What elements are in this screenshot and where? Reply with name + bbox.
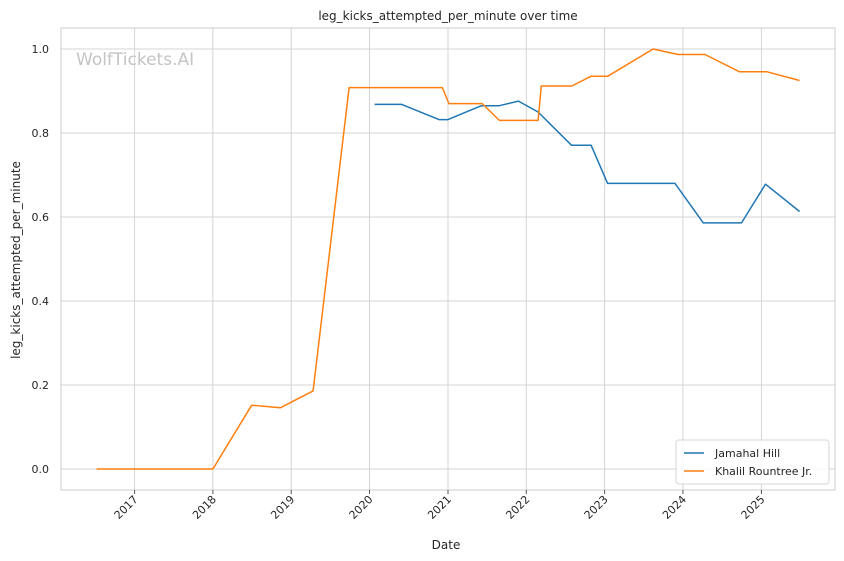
y-tick-label: 0.2 — [32, 379, 50, 392]
y-tick-label: 1.0 — [32, 43, 50, 56]
y-tick-label: 0.8 — [32, 127, 50, 140]
y-tick-label: 0.0 — [32, 463, 50, 476]
watermark: WolfTickets.AI — [76, 50, 194, 70]
legend-label-1: Khalil Rountree Jr. — [715, 465, 812, 478]
grid — [61, 28, 835, 490]
y-axis-label: leg_kicks_attempted_per_minute — [9, 161, 23, 359]
y-tick-label: 0.4 — [32, 295, 50, 308]
series-line-1 — [96, 48, 800, 470]
y-axis-ticks: 0.0 0.2 0.4 0.6 0.8 1.0 — [32, 43, 50, 476]
legend-label-0: Jamahal Hill — [714, 447, 780, 460]
y-tick-label: 0.6 — [32, 211, 50, 224]
x-axis-label: Date — [432, 538, 461, 552]
legend-box — [675, 439, 830, 485]
series-layer — [96, 48, 801, 470]
series-line-0 — [374, 100, 801, 224]
legend: Jamahal Hill Khalil Rountree Jr. — [675, 439, 830, 485]
chart-title: leg_kicks_attempted_per_minute over time — [318, 9, 577, 23]
